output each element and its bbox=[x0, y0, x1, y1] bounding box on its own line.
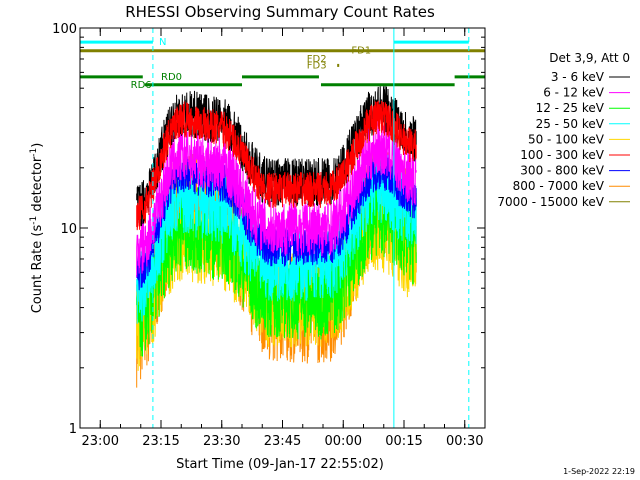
legend-label-0: 3 - 6 keV bbox=[551, 70, 605, 84]
flag-label-0: N bbox=[159, 37, 166, 48]
flag-label-2: FD2 bbox=[307, 54, 327, 65]
legend-label-1: 6 - 12 keV bbox=[543, 86, 605, 100]
x-tick-label: 23:15 bbox=[142, 434, 179, 449]
axes-group: 23:00 23:15 23:30 23:45 00:00 00:15 00:30 1 10 10… bbox=[52, 22, 486, 449]
y-axis-label: Count Rate (s-1 detector-1) bbox=[29, 143, 45, 314]
legend-label-8: 7000 - 15000 keV bbox=[497, 195, 604, 209]
y-tick-label: 100 bbox=[52, 22, 77, 37]
flag-label-1: FD1 bbox=[351, 46, 371, 57]
legend-label-3: 25 - 50 keV bbox=[536, 117, 605, 131]
data-series-group bbox=[136, 85, 417, 388]
legend-label-7: 800 - 7000 keV bbox=[513, 179, 605, 193]
x-tick-label: 23:30 bbox=[203, 434, 240, 449]
series-line-5 bbox=[136, 100, 417, 231]
flag-label-4: RD0 bbox=[161, 72, 182, 83]
x-tick-label: 00:15 bbox=[385, 434, 422, 449]
flag-label-5: RD6 bbox=[131, 80, 152, 91]
legend-label-5: 100 - 300 keV bbox=[520, 148, 604, 162]
legend-label-2: 12 - 25 keV bbox=[536, 101, 605, 115]
legend-label-6: 300 - 800 keV bbox=[520, 164, 604, 178]
x-axis-label: Start Time (09-Jan-17 22:55:02) bbox=[176, 457, 384, 472]
footer-date: 1-Sep-2022 22:19 bbox=[563, 467, 635, 476]
legend-label-4: 50 - 100 keV bbox=[528, 132, 605, 146]
x-tick-label: 23:00 bbox=[82, 434, 119, 449]
chart-title: RHESSI Observing Summary Count Rates bbox=[125, 3, 435, 21]
y-tick-label: 1 bbox=[69, 422, 77, 437]
x-tick-label: 00:30 bbox=[446, 434, 483, 449]
legend-title: Det 3,9, Att 0 bbox=[549, 51, 630, 65]
y-tick-label: 10 bbox=[60, 222, 77, 237]
x-tick-label: 23:45 bbox=[264, 434, 301, 449]
flag-label-3: FD3 bbox=[307, 60, 327, 71]
x-tick-label: 00:00 bbox=[325, 434, 362, 449]
